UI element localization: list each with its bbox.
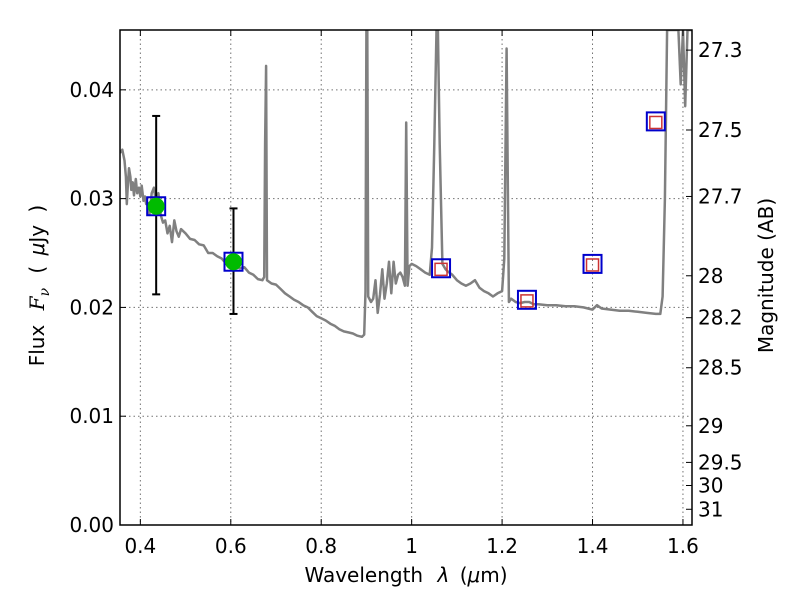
magnitude-tick-label: 29	[698, 414, 723, 438]
x-tick-label: 1.4	[577, 534, 609, 558]
model-spectrum-layer	[120, 30, 692, 339]
y-axis-label-unit-open: (	[25, 266, 49, 274]
x-tick-label: 0.8	[305, 534, 337, 558]
model-flux-square	[431, 258, 452, 279]
observed-flux-point	[224, 253, 242, 271]
x-axis-label-unit-mu: μ	[467, 563, 481, 587]
magnitude-tick-label: 29.5	[698, 450, 743, 474]
magnitude-tick-label: 30	[698, 474, 723, 498]
magnitude-axis-label: Magnitude (AB)	[754, 198, 778, 353]
y-axis-label-text: Flux	[25, 325, 49, 367]
model-flux-square	[645, 111, 666, 132]
y-axis-label-symbol: F	[25, 295, 49, 311]
y-tick-label: 0.02	[69, 295, 114, 319]
x-axis-label-unit-open: (	[460, 563, 468, 587]
y-axis-label: Flux Fν ( μJy )	[25, 205, 54, 367]
model-flux-square	[146, 196, 167, 217]
y-tick-label: 0.03	[69, 187, 114, 211]
model-flux-square	[582, 253, 603, 274]
y-axis-label-unit-close: )	[25, 205, 49, 213]
model-spectrum-line	[120, 30, 692, 339]
magnitude-tick-label: 28.2	[698, 306, 743, 330]
y-axis-label-unit-mu: μ	[25, 243, 49, 257]
x-axis-label-text: Wavelength	[304, 563, 423, 587]
x-tick-label: 1	[405, 534, 418, 558]
model-flux-square	[516, 289, 537, 310]
x-axis-label-unit-rest: m)	[480, 563, 507, 587]
magnitude-tick-label: 28.5	[698, 356, 743, 380]
upper-limit-square	[520, 294, 534, 308]
y-tick-label: 0.00	[69, 513, 114, 537]
observed-flux-point	[147, 197, 165, 215]
photometry-layer	[146, 111, 666, 315]
x-tick-label: 1.6	[667, 534, 699, 558]
x-tick-label: 1.2	[486, 534, 518, 558]
magnitude-tick-label: 31	[698, 497, 723, 521]
x-tick-label: 0.6	[215, 534, 247, 558]
magnitude-tick-label: 27.7	[698, 184, 743, 208]
y-tick-label: 0.04	[69, 78, 114, 102]
model-flux-square	[223, 251, 244, 272]
x-axis-label: Wavelength λ (μm)	[304, 563, 507, 587]
magnitude-tick-label: 27.5	[698, 118, 743, 142]
x-tick-label: 0.4	[124, 534, 156, 558]
plot-frame	[119, 29, 693, 526]
magnitude-tick-label: 27.3	[698, 38, 743, 62]
y-axis-label-subscript: ν	[37, 287, 53, 296]
upper-limit-square	[649, 115, 663, 130]
upper-limit-square	[434, 262, 448, 277]
upper-limit-square	[585, 258, 600, 272]
x-axis-label-symbol: λ	[436, 563, 449, 587]
axis-ticks: 0.4 0.6 0.8 1 1.2 1.4 1.6 0.00 0.01 0.02 0.03 0.04 2…	[69, 30, 743, 558]
y-tick-label: 0.01	[69, 404, 114, 428]
y-axis-label-unit-rest: Jy	[25, 225, 49, 245]
magnitude-tick-label: 28	[698, 264, 723, 288]
